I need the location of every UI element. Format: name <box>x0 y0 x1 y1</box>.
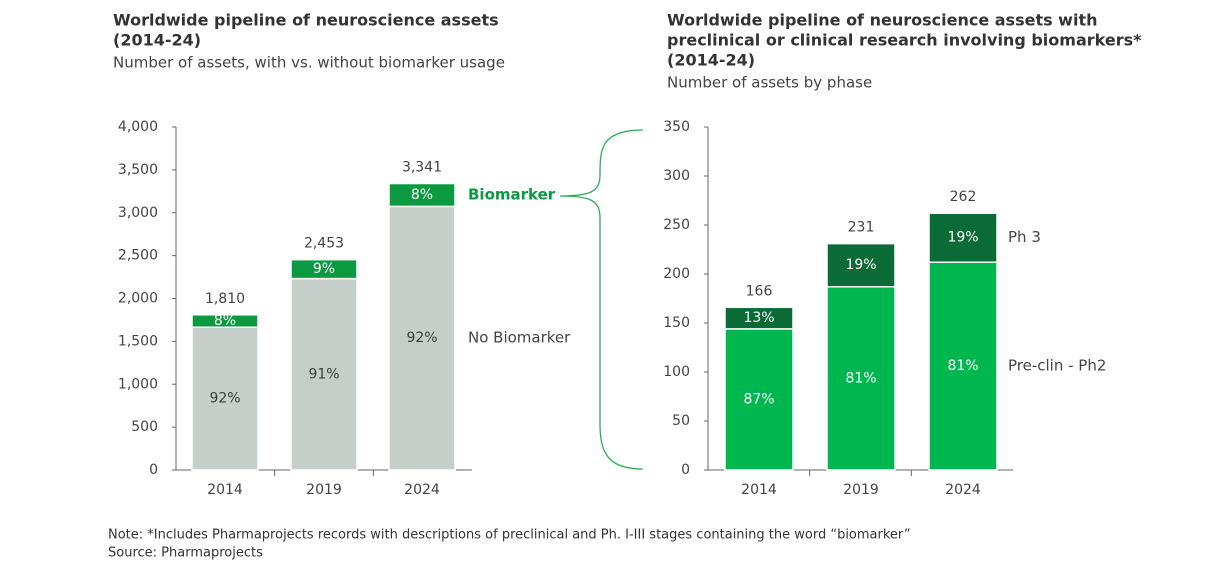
y-tick-label: 3,500 <box>118 162 158 178</box>
segment-label: 9% <box>313 261 335 277</box>
segment-label: 19% <box>845 257 876 273</box>
bar-segment <box>388 182 456 208</box>
y-tick-label: 300 <box>663 168 690 184</box>
bracket <box>559 129 644 470</box>
bar-segment <box>191 314 259 328</box>
total-label: 262 <box>950 189 977 205</box>
legend-label: Biomarker <box>468 185 556 203</box>
segment-label: 92% <box>209 391 240 407</box>
legend-label: Ph 3 <box>1008 228 1041 246</box>
bar-segment <box>928 212 998 263</box>
bar-segment <box>388 205 456 471</box>
segment-label: 87% <box>743 391 774 407</box>
source: Source: Pharmaprojects <box>108 546 263 561</box>
y-tick-label: 1,500 <box>118 333 158 349</box>
total-label: 1,810 <box>205 291 245 307</box>
segment-label: 13% <box>743 310 774 326</box>
legend-label: Pre-clin - Ph2 <box>1008 357 1106 375</box>
bar-segment <box>290 258 358 280</box>
bar-segment <box>191 326 259 471</box>
y-tick-label: 50 <box>672 413 690 429</box>
y-tick-label: 3,000 <box>118 205 158 221</box>
bar-segment <box>724 306 794 330</box>
bar-segment <box>928 261 998 471</box>
bar-segment <box>724 328 794 471</box>
segment-label: 81% <box>845 370 876 386</box>
chart-subtitle: Number of assets by phase <box>667 74 872 92</box>
note: Note: *Includes Pharmaprojects records w… <box>108 528 911 543</box>
chart-title: preclinical or clinical research involvi… <box>667 31 1142 50</box>
segment-label: 8% <box>411 187 433 203</box>
segment-label: 8% <box>214 313 236 329</box>
chart-title: Worldwide pipeline of neuroscience asset… <box>667 11 1097 30</box>
total-label: 231 <box>848 220 875 236</box>
x-tick-label: 2024 <box>945 482 981 498</box>
x-tick-label: 2019 <box>306 482 342 498</box>
chart-title: (2014-24) <box>113 31 201 50</box>
segment-label: 81% <box>947 358 978 374</box>
y-tick-label: 0 <box>681 462 690 478</box>
total-label: 2,453 <box>304 236 344 252</box>
total-label: 166 <box>746 283 773 299</box>
y-tick-label: 2,500 <box>118 248 158 264</box>
segment-label: 91% <box>308 366 339 382</box>
segment-label: 92% <box>406 330 437 346</box>
bar-segment <box>826 242 896 288</box>
bar-segment <box>290 277 358 471</box>
x-tick-label: 2019 <box>843 482 879 498</box>
x-tick-label: 2014 <box>741 482 777 498</box>
y-tick-label: 2,000 <box>118 291 158 307</box>
legend-label: No Biomarker <box>468 329 571 347</box>
chart-subtitle: Number of assets, with vs. without bioma… <box>113 54 505 72</box>
y-tick-label: 350 <box>663 119 690 135</box>
segment-label: 19% <box>947 230 978 246</box>
y-tick-label: 150 <box>663 315 690 331</box>
y-tick-label: 200 <box>663 266 690 282</box>
y-tick-label: 100 <box>663 364 690 380</box>
x-tick-label: 2024 <box>404 482 440 498</box>
x-tick-label: 2014 <box>207 482 243 498</box>
y-tick-label: 1,000 <box>118 376 158 392</box>
y-tick-label: 500 <box>131 419 158 435</box>
chart-title: (2014-24) <box>667 51 755 70</box>
y-tick-label: 250 <box>663 217 690 233</box>
total-label: 3,341 <box>402 160 442 176</box>
chart-title: Worldwide pipeline of neuroscience asset… <box>113 11 499 30</box>
bar-segment <box>826 285 896 471</box>
y-tick-label: 4,000 <box>118 119 158 135</box>
y-tick-label: 0 <box>149 462 158 478</box>
